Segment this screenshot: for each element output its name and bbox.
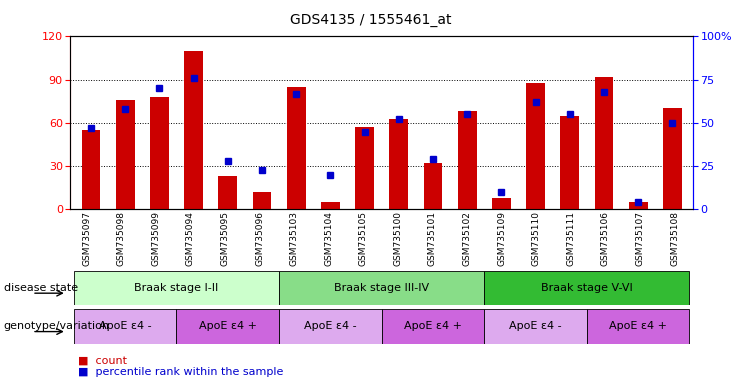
Bar — [382, 309, 484, 344]
Bar — [389, 119, 408, 209]
Text: GSM735103: GSM735103 — [290, 211, 299, 266]
Bar — [492, 198, 511, 209]
Bar — [484, 309, 587, 344]
Text: genotype/variation: genotype/variation — [4, 321, 110, 331]
Text: GSM735095: GSM735095 — [221, 211, 230, 266]
Bar — [321, 202, 339, 209]
Text: GSM735096: GSM735096 — [255, 211, 264, 266]
Bar — [279, 309, 382, 344]
Text: GSM735106: GSM735106 — [601, 211, 610, 266]
Bar — [74, 271, 279, 305]
Bar — [526, 83, 545, 209]
Bar — [458, 111, 476, 209]
Text: ■  percentile rank within the sample: ■ percentile rank within the sample — [78, 367, 283, 377]
Text: ApoE ε4 +: ApoE ε4 + — [404, 321, 462, 331]
Text: Braak stage V-VI: Braak stage V-VI — [541, 283, 633, 293]
Bar — [594, 77, 614, 209]
Text: GSM735111: GSM735111 — [566, 211, 575, 266]
Text: GSM735105: GSM735105 — [359, 211, 368, 266]
Text: GSM735109: GSM735109 — [497, 211, 506, 266]
Text: ApoE ε4 -: ApoE ε4 - — [304, 321, 356, 331]
Text: Braak stage III-IV: Braak stage III-IV — [334, 283, 429, 293]
Text: disease state: disease state — [4, 283, 78, 293]
Text: ApoE ε4 -: ApoE ε4 - — [99, 321, 151, 331]
Text: GSM735107: GSM735107 — [636, 211, 645, 266]
Bar — [355, 127, 374, 209]
Bar — [74, 309, 176, 344]
Text: GSM735108: GSM735108 — [670, 211, 679, 266]
Text: GSM735100: GSM735100 — [393, 211, 402, 266]
Text: ■  count: ■ count — [78, 355, 127, 365]
Text: ApoE ε4 +: ApoE ε4 + — [199, 321, 256, 331]
Text: ApoE ε4 +: ApoE ε4 + — [609, 321, 667, 331]
Bar — [663, 109, 682, 209]
Text: GSM735101: GSM735101 — [428, 211, 437, 266]
Text: ApoE ε4 -: ApoE ε4 - — [509, 321, 562, 331]
Bar — [279, 271, 484, 305]
Bar — [253, 192, 271, 209]
Text: GSM735097: GSM735097 — [82, 211, 91, 266]
Text: Braak stage I-II: Braak stage I-II — [134, 283, 219, 293]
Bar — [628, 202, 648, 209]
Bar — [560, 116, 579, 209]
Bar — [587, 309, 689, 344]
Bar — [484, 271, 689, 305]
Text: GSM735104: GSM735104 — [325, 211, 333, 266]
Text: GSM735099: GSM735099 — [151, 211, 160, 266]
Bar — [424, 163, 442, 209]
Bar — [184, 51, 203, 209]
Bar — [287, 87, 305, 209]
Bar — [116, 100, 135, 209]
Text: GSM735102: GSM735102 — [462, 211, 471, 266]
Text: GSM735098: GSM735098 — [117, 211, 126, 266]
Bar — [150, 97, 169, 209]
Bar — [219, 176, 237, 209]
Bar — [176, 309, 279, 344]
Text: GDS4135 / 1555461_at: GDS4135 / 1555461_at — [290, 13, 451, 27]
Text: GSM735110: GSM735110 — [532, 211, 541, 266]
Bar — [82, 130, 100, 209]
Text: GSM735094: GSM735094 — [186, 211, 195, 266]
